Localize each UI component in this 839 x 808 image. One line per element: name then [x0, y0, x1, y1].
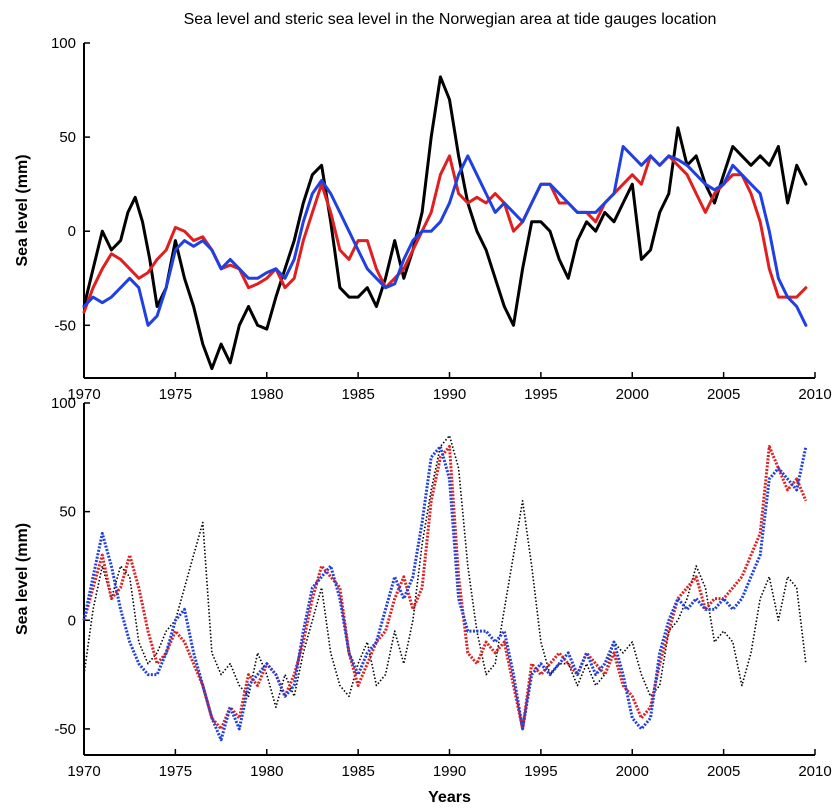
y-tick-label: 0 [68, 223, 76, 240]
x-tick-label: 1990 [433, 386, 466, 403]
x-tick-label: 1975 [159, 386, 192, 403]
x-tick-label: 1980 [250, 386, 283, 403]
x-tick-label: 1985 [341, 386, 374, 403]
y-tick-label: 100 [51, 395, 76, 412]
x-tick-label: 1990 [433, 763, 466, 780]
x-tick-label: 2005 [707, 763, 740, 780]
chart-title: Sea level and steric sea level in the No… [184, 11, 717, 28]
x-tick-label: 1995 [524, 386, 557, 403]
x-tick-label: 1975 [159, 763, 192, 780]
y-tick-label: -50 [54, 721, 76, 738]
y-axis-label: Sea level (mm) [14, 154, 31, 266]
y-tick-label: 50 [59, 129, 76, 146]
x-tick-label: 2005 [707, 386, 740, 403]
x-tick-label: 2000 [616, 386, 649, 403]
y-tick-label: 0 [68, 612, 76, 629]
x-tick-label: 1985 [341, 763, 374, 780]
x-tick-label: 1970 [67, 386, 100, 403]
series-line-0 [82, 75, 808, 371]
y-tick-label: -50 [54, 317, 76, 334]
x-tick-label: 2010 [798, 386, 831, 403]
series-line-0 [83, 434, 807, 709]
series-line-2 [82, 445, 808, 742]
x-tick-label: 2010 [798, 763, 831, 780]
y-tick-label: 100 [51, 35, 76, 52]
top-panel: 1970 1975 1980 1985 1990 1995 2000 2005 2010 -50 0… [14, 35, 832, 403]
x-tick-label: 1970 [67, 763, 100, 780]
y-axis-label: Sea level (mm) [14, 523, 31, 635]
series-line-2 [82, 145, 808, 327]
bottom-panel: 1970 1975 1980 1985 1990 1995 2000 2005 2010 -50 0… [14, 395, 832, 806]
series-line-1 [82, 445, 808, 731]
x-tick-label: 2000 [616, 763, 649, 780]
x-tick-label: 1980 [250, 763, 283, 780]
x-axis-label: Years [428, 789, 471, 806]
x-tick-label: 1995 [524, 763, 557, 780]
series-line-1 [82, 154, 808, 314]
y-tick-label: 50 [59, 504, 76, 521]
